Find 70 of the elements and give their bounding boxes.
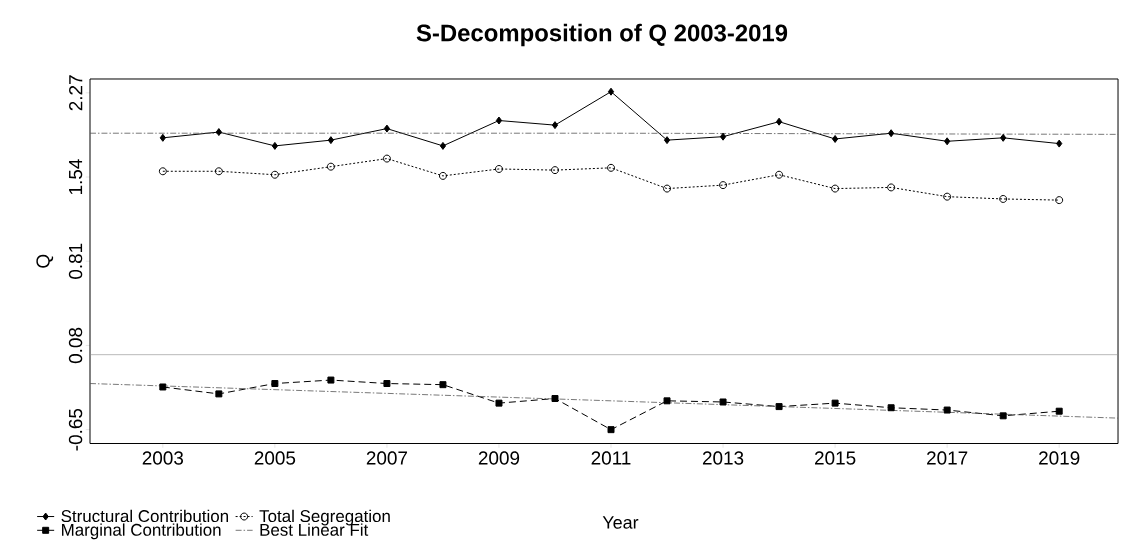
point: [775, 170, 784, 179]
point: [719, 181, 728, 190]
point: [382, 154, 391, 163]
x-tick-label: 2005: [254, 451, 296, 465]
point: [831, 134, 839, 143]
point: [831, 399, 839, 407]
y-tick-label: 0.08: [68, 327, 83, 364]
point: [326, 162, 335, 171]
legend-label: Structural Contribution: [61, 509, 228, 523]
point: [719, 398, 727, 406]
point: [159, 133, 166, 142]
x-tick-label: 2015: [815, 451, 856, 465]
point: [270, 170, 279, 179]
point: [887, 404, 895, 412]
point: [1055, 196, 1064, 205]
x-tick-label: 2003: [142, 451, 184, 465]
point: [327, 136, 335, 145]
point: [943, 192, 952, 201]
x-tick-label: 2009: [478, 451, 520, 465]
point: [831, 184, 840, 193]
point: [383, 124, 391, 133]
point: [663, 397, 671, 405]
point: [495, 116, 503, 125]
point: [327, 376, 335, 384]
point: [551, 395, 559, 402]
point: [551, 166, 559, 175]
y-tick-label: 0.81: [68, 243, 83, 279]
point: [438, 171, 447, 180]
point: [719, 132, 727, 141]
point: [271, 141, 278, 150]
x-tick-label: 2013: [702, 451, 744, 465]
x-tick-label: 2011: [591, 451, 631, 465]
point: [495, 399, 503, 407]
point: [159, 383, 167, 391]
y-tick-label: 2.27: [69, 75, 83, 111]
point: [663, 184, 672, 193]
point: [887, 183, 896, 192]
y-tick-label: 1.54: [69, 159, 83, 195]
point: [663, 136, 671, 145]
point: [1055, 407, 1063, 415]
point: [775, 117, 783, 126]
legend-label: Marginal Contribution: [62, 523, 221, 540]
x-tick-label: 2007: [366, 451, 408, 465]
x-tick-label: 2017: [927, 451, 968, 465]
point: [494, 164, 503, 173]
x-axis-title: Year: [602, 516, 639, 529]
point: [1056, 139, 1063, 148]
point: [383, 380, 391, 388]
point: [1000, 133, 1007, 142]
point: [999, 412, 1007, 420]
point: [215, 390, 223, 398]
point: [607, 426, 615, 434]
point: [158, 167, 167, 176]
point: [888, 129, 895, 138]
chart-title: S-Decomposition of Q 2003-2019: [416, 23, 788, 47]
point: [439, 141, 447, 150]
x-tick-label: 2019: [1039, 451, 1080, 465]
point: [944, 137, 951, 146]
point: [607, 87, 615, 96]
point: [551, 121, 559, 130]
point: [607, 163, 615, 172]
point: [999, 194, 1008, 203]
point: [215, 128, 222, 137]
point: [271, 380, 279, 388]
y-tick-label: -0.65: [68, 408, 83, 451]
point: [439, 381, 447, 389]
point: [214, 167, 223, 176]
y-axis-title: Q: [36, 254, 54, 268]
point: [775, 403, 783, 411]
point: [943, 406, 951, 414]
